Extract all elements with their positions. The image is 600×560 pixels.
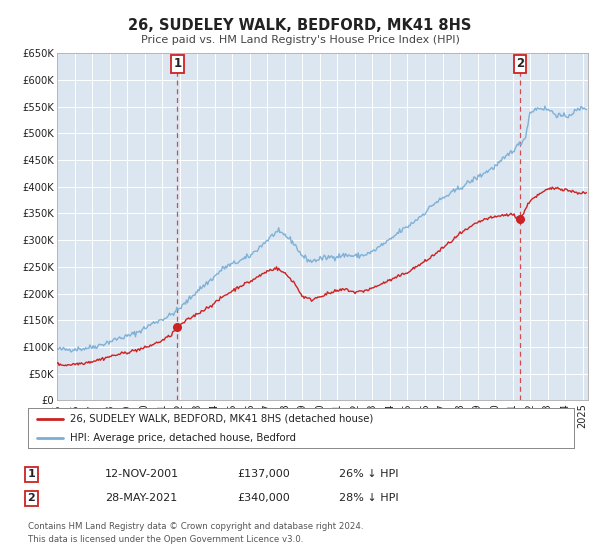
Text: Price paid vs. HM Land Registry's House Price Index (HPI): Price paid vs. HM Land Registry's House …: [140, 35, 460, 45]
Text: 28% ↓ HPI: 28% ↓ HPI: [339, 493, 398, 503]
Text: 28-MAY-2021: 28-MAY-2021: [105, 493, 177, 503]
Text: 26% ↓ HPI: 26% ↓ HPI: [339, 469, 398, 479]
Text: 12-NOV-2001: 12-NOV-2001: [105, 469, 179, 479]
Text: £137,000: £137,000: [237, 469, 290, 479]
Text: 2: 2: [28, 493, 35, 503]
Text: Contains HM Land Registry data © Crown copyright and database right 2024.: Contains HM Land Registry data © Crown c…: [28, 522, 363, 531]
Text: £340,000: £340,000: [237, 493, 290, 503]
Text: 2: 2: [516, 57, 524, 71]
Text: 26, SUDELEY WALK, BEDFORD, MK41 8HS (detached house): 26, SUDELEY WALK, BEDFORD, MK41 8HS (det…: [70, 414, 374, 424]
Text: 26, SUDELEY WALK, BEDFORD, MK41 8HS: 26, SUDELEY WALK, BEDFORD, MK41 8HS: [128, 18, 472, 32]
Text: This data is licensed under the Open Government Licence v3.0.: This data is licensed under the Open Gov…: [28, 535, 303, 544]
Text: 1: 1: [28, 469, 35, 479]
Text: HPI: Average price, detached house, Bedford: HPI: Average price, detached house, Bedf…: [70, 432, 296, 442]
Text: 1: 1: [173, 57, 181, 71]
